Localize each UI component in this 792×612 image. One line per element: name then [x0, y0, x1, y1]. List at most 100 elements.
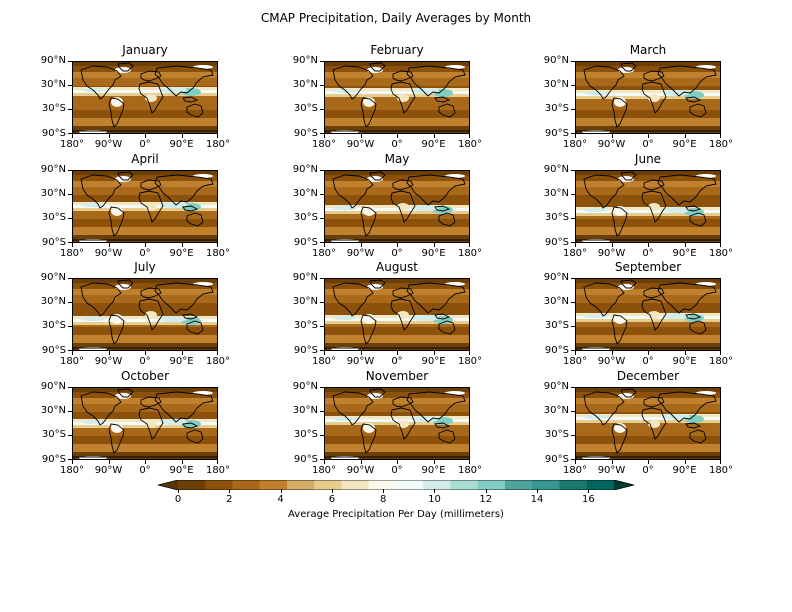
precip-band	[576, 207, 720, 210]
longitude-tick-mark	[648, 243, 649, 247]
precip-band	[73, 219, 217, 227]
precip-band	[576, 420, 720, 423]
coastline	[583, 391, 625, 426]
longitude-tick-mark	[108, 134, 110, 138]
month-panel: December 90°N 30°N 30°S 90°S 180° 90°W 0° 90°E 18…	[544, 369, 733, 476]
coastline	[611, 423, 628, 454]
colorbar-segment	[559, 480, 588, 490]
colorbar-segment	[532, 480, 560, 490]
latitude-tick-mark	[571, 218, 575, 219]
longitude-tick-label: 180°	[59, 356, 85, 367]
latitude-tick-mark	[320, 302, 324, 303]
longitude-tick-mark	[397, 351, 398, 355]
month-panel: April 90°N 30°N 30°S 90°S 180° 90°W 0° 90°E 180°	[41, 152, 230, 259]
latitude-tick-mark	[320, 170, 324, 171]
map-canvas	[325, 62, 469, 133]
longitude-tick-mark	[611, 351, 613, 355]
latitude-tick-label: 90°S	[41, 454, 66, 465]
latitude-tick-mark	[68, 411, 72, 412]
coastline	[689, 429, 707, 444]
map-canvas	[73, 171, 217, 242]
longitude-tick-label: 180°	[708, 356, 734, 367]
coastline	[392, 396, 414, 408]
latitude-tick-mark	[68, 302, 72, 303]
latitude-tick-label: 30°N	[40, 296, 66, 307]
month-panel: November 90°N 30°N 30°S 90°S 180° 90°W 0° 90°E 18…	[293, 369, 482, 476]
precip-band	[576, 343, 720, 350]
precip-band	[576, 216, 720, 219]
precip-region	[115, 284, 131, 290]
latitude-tick-label: 90°N	[40, 272, 66, 283]
coastline	[576, 456, 720, 459]
precip-region	[193, 65, 213, 69]
map-canvas	[576, 171, 720, 242]
precip-band	[325, 214, 469, 219]
precip-band	[576, 90, 720, 93]
colorbar-tick-label: 2	[226, 494, 233, 505]
precip-band	[325, 118, 469, 126]
month-panel: March 90°N 30°N 30°S 90°S 180° 90°W 0° 90°E 180°	[544, 43, 733, 150]
latitude-tick-mark	[571, 109, 575, 110]
month-panel: August 90°N 30°N 30°S 90°S 180° 90°W 0° 90°E 180°	[293, 260, 482, 367]
precip-band	[325, 219, 469, 227]
precip-region	[111, 314, 123, 324]
precip-band	[576, 322, 720, 327]
coastline	[140, 287, 162, 299]
longitude-tick-mark	[360, 243, 362, 247]
latitude-tick-label: 90°S	[544, 345, 569, 356]
longitude-tick-mark	[684, 460, 686, 464]
precip-band	[576, 181, 720, 187]
precip-band	[325, 324, 469, 327]
precip-region	[614, 206, 626, 216]
coastline	[80, 174, 122, 209]
longitude-tick-mark	[433, 460, 435, 464]
coastline	[108, 314, 125, 345]
precip-band	[576, 66, 720, 72]
precip-band	[73, 289, 217, 295]
coastline	[406, 174, 466, 206]
precip-region	[111, 423, 123, 433]
longitude-tick-mark	[217, 243, 218, 247]
coastline	[154, 282, 214, 314]
longitude-tick-label: 90°E	[169, 139, 194, 150]
latitude-tick-mark	[68, 459, 72, 460]
coastline	[438, 103, 456, 118]
longitude-tick-label: 90°W	[94, 139, 123, 150]
colorbar-segment	[505, 480, 533, 490]
longitude-tick-mark	[397, 134, 398, 138]
longitude-tick-label: 180°	[205, 248, 231, 259]
coastline	[80, 65, 122, 100]
precip-region	[367, 393, 383, 399]
latitude-tick-mark	[68, 61, 72, 62]
coastline	[138, 190, 164, 223]
longitude-tick-label: 90°W	[597, 356, 626, 367]
longitude-tick-mark	[217, 351, 218, 355]
precip-band	[576, 187, 720, 195]
coastline	[392, 70, 414, 82]
latitude-tick-label: 30°N	[543, 188, 569, 199]
coastline	[434, 205, 451, 212]
colorbar-segment	[586, 480, 615, 490]
latitude-tick-mark	[68, 218, 72, 219]
longitude-tick-label: 90°W	[94, 356, 123, 367]
coastline	[689, 320, 707, 335]
precip-band	[73, 78, 217, 86]
month-panel: February 90°N 30°N 30°S 90°S 180° 90°W 0° 90°E 18…	[293, 43, 482, 150]
longitude-tick-mark	[469, 460, 470, 464]
precip-region	[614, 97, 626, 107]
precip-region	[618, 176, 634, 182]
latitude-tick-label: 90°N	[40, 381, 66, 392]
latitude-tick-label: 30°N	[292, 296, 318, 307]
precip-region	[618, 284, 634, 290]
precip-band	[576, 398, 720, 404]
precip-band	[325, 436, 469, 444]
longitude-tick-mark	[611, 460, 613, 464]
longitude-tick-mark	[145, 243, 146, 247]
latitude-tick-mark	[320, 411, 324, 412]
latitude-tick-label: 30°N	[543, 405, 569, 416]
precip-region	[367, 284, 383, 290]
latitude-tick-mark	[320, 326, 324, 327]
coastline	[117, 388, 134, 398]
precip-band	[73, 436, 217, 444]
longitude-tick-label: 90°W	[346, 248, 375, 259]
